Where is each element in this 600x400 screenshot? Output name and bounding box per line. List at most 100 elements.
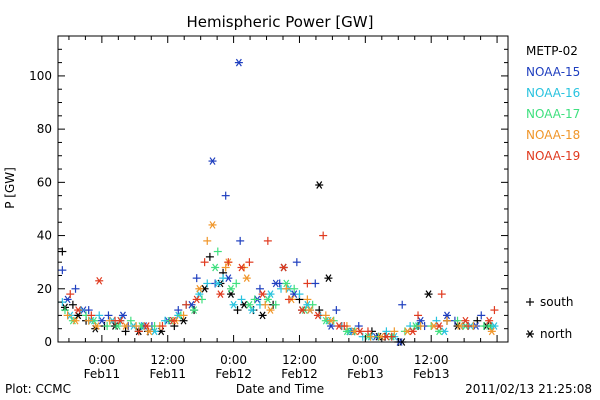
- south-point: [292, 258, 301, 267]
- north-point: [179, 316, 188, 325]
- south-point: [213, 247, 222, 256]
- south-point: [271, 300, 280, 309]
- south-point: [132, 322, 141, 331]
- north-marker-stroke: [196, 284, 203, 293]
- north-marker-stroke: [264, 295, 271, 304]
- x-tick-time-label: 12:00: [150, 353, 185, 367]
- south-point: [134, 327, 143, 336]
- north-point: [279, 263, 288, 272]
- south-point: [432, 316, 441, 325]
- south-point: [526, 298, 534, 306]
- north-point: [356, 327, 365, 336]
- south-point: [321, 311, 330, 320]
- south-point: [58, 266, 67, 275]
- north-marker-stroke: [227, 284, 234, 293]
- legend: METP-02 NOAA-15 NOAA-16 NOAA-17 NOAA-18 NOAA-…: [526, 44, 580, 341]
- north-point: [95, 276, 104, 285]
- south-point: [245, 258, 254, 267]
- south-point: [200, 258, 209, 267]
- north-point: [416, 316, 425, 325]
- y-tick-label: 100: [29, 69, 52, 83]
- north-point: [266, 290, 275, 298]
- north-marker-stroke: [114, 322, 121, 330]
- north-marker-stroke: [488, 327, 495, 336]
- north-point: [258, 311, 267, 320]
- north-marker-stroke: [267, 306, 274, 314]
- north-point: [408, 327, 417, 336]
- north-marker-stroke: [117, 316, 124, 325]
- south-point: [104, 311, 113, 320]
- north-marker-stroke: [98, 316, 105, 325]
- north-marker-stroke: [235, 58, 242, 67]
- north-marker-stroke: [430, 322, 437, 330]
- north-marker-stroke: [404, 327, 411, 336]
- north-marker-stroke: [409, 327, 416, 336]
- north-point: [226, 290, 235, 298]
- south-point: [60, 306, 69, 315]
- north-marker-stroke: [417, 316, 424, 325]
- north-marker-stroke: [291, 290, 298, 298]
- x-tick-time-label: 0:00: [352, 353, 379, 367]
- north-marker-stroke: [351, 327, 358, 336]
- south-point: [84, 316, 93, 325]
- north-point: [266, 306, 275, 314]
- north-marker-stroke: [180, 316, 187, 325]
- south-point: [121, 327, 130, 336]
- south-point: [232, 279, 241, 288]
- north-marker-stroke: [314, 311, 321, 320]
- south-point: [221, 263, 230, 272]
- north-marker-stroke: [280, 263, 287, 272]
- north-point: [313, 311, 322, 320]
- north-marker-stroke: [238, 263, 245, 272]
- north-marker-stroke: [214, 279, 221, 288]
- x-tick-date-label: Feb13: [413, 367, 450, 381]
- north-marker-stroke: [96, 276, 103, 285]
- north-marker-stroke: [316, 181, 323, 189]
- north-point: [216, 290, 225, 298]
- north-point: [456, 322, 465, 330]
- south-point: [250, 295, 259, 304]
- north-point: [306, 306, 315, 314]
- footer-source: Plot: CCMC: [5, 382, 71, 396]
- north-point: [245, 300, 254, 309]
- north-marker-stroke: [425, 290, 432, 298]
- north-point: [229, 300, 238, 309]
- south-point: [308, 300, 317, 309]
- north-point: [71, 316, 80, 325]
- south-point: [63, 311, 72, 320]
- north-marker-stroke: [307, 306, 313, 314]
- south-point: [382, 327, 391, 336]
- north-point: [282, 279, 291, 288]
- north-marker-stroke: [243, 274, 250, 282]
- north-marker-stroke: [527, 330, 533, 338]
- south-point: [205, 252, 214, 261]
- south-point: [87, 311, 96, 320]
- north-marker-stroke: [119, 311, 126, 320]
- north-point: [211, 263, 220, 272]
- x-tick-time-label: 12:00: [282, 353, 317, 367]
- south-point: [284, 295, 293, 304]
- north-marker-stroke: [357, 327, 364, 336]
- north-point: [382, 332, 391, 341]
- x-tick-date-label: Feb12: [281, 367, 318, 381]
- south-point: [203, 279, 212, 288]
- south-point: [398, 300, 407, 309]
- north-marker-stroke: [201, 284, 208, 293]
- south-point: [126, 316, 135, 325]
- south-point: [233, 306, 242, 315]
- north-marker-stroke: [383, 332, 390, 341]
- north-marker-stroke: [457, 322, 464, 330]
- south-point: [261, 300, 270, 309]
- south-point: [66, 290, 75, 299]
- x-axis-label: Date and Time: [236, 382, 324, 396]
- footer-timestamp: 2011/02/13 21:25:08: [465, 382, 592, 396]
- north-marker-stroke: [335, 322, 342, 330]
- south-point: [255, 284, 264, 293]
- north-marker-stroke: [193, 295, 200, 304]
- legend-entry-metp-02: METP-02: [526, 44, 578, 58]
- north-marker-stroke: [322, 316, 329, 325]
- north-point: [237, 263, 246, 272]
- south-point: [363, 327, 372, 336]
- x-tick-date-label: Feb11: [84, 367, 121, 381]
- north-point: [113, 322, 122, 330]
